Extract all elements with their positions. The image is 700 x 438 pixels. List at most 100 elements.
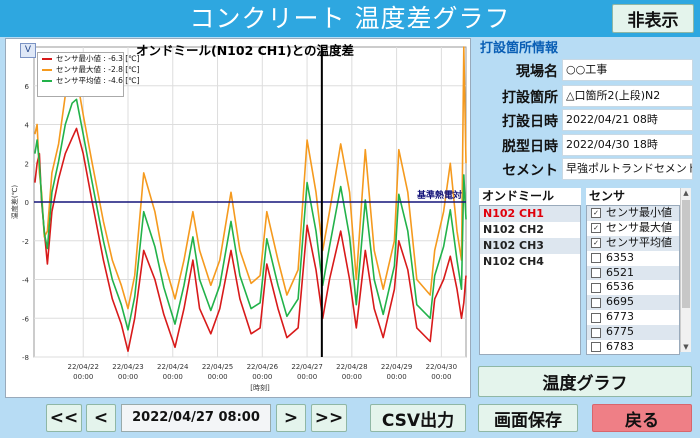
sensor-item[interactable]: 6783 xyxy=(587,340,679,354)
legend-label: センサ平均値 : -4.6 [℃] xyxy=(56,76,140,85)
series-line-2 xyxy=(34,98,467,331)
x-tick-label: 00:00 xyxy=(118,373,138,381)
prev-button[interactable]: < xyxy=(86,404,116,432)
y-tick-label: 2 xyxy=(25,160,29,168)
y-tick-label: 0 xyxy=(25,199,29,207)
legend-label: センサ最大値 : -2.8 [℃] xyxy=(56,65,140,74)
csv-export-button[interactable]: CSV出力 xyxy=(370,404,466,432)
temperature-graph-button[interactable]: 温度グラフ xyxy=(478,366,692,397)
x-tick-label: 00:00 xyxy=(207,373,227,381)
scrollbar-thumb[interactable] xyxy=(682,200,690,308)
sensor-checkbox[interactable] xyxy=(591,342,601,353)
x-tick-label: 22/04/23 xyxy=(112,363,143,371)
info-section-title: 打設箇所情報 xyxy=(480,41,559,56)
ondomill-item[interactable]: N102 CH2 xyxy=(483,223,544,236)
scroll-down-icon[interactable]: ▼ xyxy=(683,343,689,351)
scroll-up-icon[interactable]: ▲ xyxy=(683,189,689,197)
x-tick-label: 00:00 xyxy=(387,373,407,381)
x-tick-label: 00:00 xyxy=(252,373,272,381)
sensor-label: 6773 xyxy=(606,310,634,324)
chart-menu-badge[interactable]: V xyxy=(20,43,36,58)
chart-legend: センサ最小値 : -6.3 [℃] センサ最大値 : -2.8 [℃] センサ平… xyxy=(37,52,140,97)
last-button[interactable]: >> xyxy=(311,404,347,432)
x-tick-label: 00:00 xyxy=(342,373,362,381)
sensor-checkbox[interactable] xyxy=(591,268,601,278)
back-button[interactable]: 戻る xyxy=(592,404,692,432)
chart-title: オンドミール(N102 CH1)との温度差 xyxy=(136,43,355,58)
x-tick-label: 00:00 xyxy=(73,373,93,381)
info-value-pour-date: 2022/04/21 08時 xyxy=(562,109,693,131)
x-tick-label: 00:00 xyxy=(163,373,183,381)
info-value-site: ○○工事 xyxy=(562,59,693,81)
sensor-label: 6536 xyxy=(606,280,634,294)
sensor-label: 6353 xyxy=(606,250,634,264)
ondomill-item[interactable]: N102 CH4 xyxy=(483,255,544,268)
sensor-label: 6695 xyxy=(606,295,634,309)
first-button[interactable]: << xyxy=(46,404,82,432)
sensor-item[interactable]: 6775 xyxy=(587,325,679,341)
sensor-checkbox[interactable] xyxy=(591,297,601,308)
sensor-checkbox[interactable] xyxy=(591,327,601,338)
x-tick-label: 22/04/30 xyxy=(426,363,457,371)
y-tick-label: 6 xyxy=(25,83,30,91)
info-label-location: 打設箇所 xyxy=(502,90,558,106)
sensor-checkbox[interactable] xyxy=(591,282,601,293)
sensor-item[interactable]: ✓ センサ平均値 xyxy=(587,235,679,251)
chart-area: -8 -6 -4 -2 0 2 4 6 22/04/22 00:00 22/04/23 00:00 22… xyxy=(5,38,471,398)
sensor-label: センサ最小値 xyxy=(606,206,672,219)
y-tick-label: 4 xyxy=(25,122,30,130)
info-label-cement: セメント xyxy=(502,163,558,179)
ondomill-list-header: オンドミール xyxy=(479,188,581,205)
legend-swatch xyxy=(42,58,52,60)
x-tick-label: 22/04/26 xyxy=(247,363,279,371)
sensor-item[interactable]: 6695 xyxy=(587,295,679,311)
x-tick-label: 22/04/22 xyxy=(68,363,99,371)
chart-svg: -8 -6 -4 -2 0 2 4 6 22/04/22 00:00 22/04/23 00:00 22… xyxy=(10,46,467,392)
sensor-checkbox[interactable] xyxy=(591,253,601,264)
sensor-checkbox[interactable]: ✓ xyxy=(591,223,601,234)
x-tick-label: 00:00 xyxy=(297,373,317,381)
y-tick-label: -6 xyxy=(22,315,30,323)
y-axis-label: 温度差(℃) xyxy=(10,185,19,220)
sensor-list-scrollbar[interactable]: ▲ ▼ xyxy=(680,188,691,352)
sensor-item[interactable]: 6521 xyxy=(587,265,679,281)
date-display: 2022/04/27 08:00 xyxy=(121,404,271,432)
sensor-checkbox[interactable]: ✓ xyxy=(591,208,601,219)
x-axis-label: [時刻] xyxy=(250,383,270,392)
sensor-item[interactable]: ✓ センサ最小値 xyxy=(587,206,679,221)
sensor-item[interactable]: ✓ センサ最大値 xyxy=(587,221,679,236)
x-tick-label: 22/04/24 xyxy=(157,363,189,371)
next-button[interactable]: > xyxy=(276,404,306,432)
info-label-pour-date: 打設日時 xyxy=(502,114,558,130)
x-tick-label: 22/04/27 xyxy=(291,363,322,371)
y-tick-label: -2 xyxy=(22,238,29,246)
sensor-checkbox[interactable]: ✓ xyxy=(591,238,601,249)
series-line-0 xyxy=(34,127,467,353)
ondomill-item[interactable]: N102 CH1 xyxy=(480,206,580,222)
sensor-item[interactable]: 6773 xyxy=(587,310,679,325)
y-tick-label: -4 xyxy=(22,277,30,285)
ondomill-item[interactable]: N102 CH3 xyxy=(480,238,580,254)
info-value-cement: 早強ポルトランドセメント xyxy=(562,158,693,180)
sensor-list: ✓ センサ最小値 ✓ センサ最大値 ✓ センサ平均値 6353 6521 6536 6… xyxy=(586,205,680,355)
info-label-demold-date: 脱型日時 xyxy=(502,139,558,155)
legend-item-min: センサ最小値 : -6.3 [℃] xyxy=(38,53,140,64)
legend-label: センサ最小値 : -6.3 [℃] xyxy=(56,54,140,63)
sensor-label: 6783 xyxy=(606,340,634,354)
legend-swatch xyxy=(42,69,52,71)
save-screen-button[interactable]: 画面保存 xyxy=(478,404,578,432)
sensor-label: センサ最大値 xyxy=(606,220,672,234)
sensor-list-header: センサ xyxy=(586,188,680,205)
sensor-checkbox[interactable] xyxy=(591,312,601,323)
ondomill-list: N102 CH1 N102 CH2 N102 CH3 N102 CH4 xyxy=(479,205,581,355)
sensor-label: 6775 xyxy=(606,325,634,339)
x-tick-label: 22/04/25 xyxy=(202,363,233,371)
sensor-item[interactable]: 6536 xyxy=(587,280,679,295)
sensor-label: センサ平均値 xyxy=(606,235,672,249)
title-bar xyxy=(0,0,700,37)
page-title: コンクリート 温度差グラフ xyxy=(189,4,511,33)
sensor-item[interactable]: 6353 xyxy=(587,251,679,266)
hide-button[interactable]: 非表示 xyxy=(612,4,694,33)
legend-swatch xyxy=(42,80,52,82)
reference-line-label: 基準熱電対 xyxy=(416,189,462,201)
